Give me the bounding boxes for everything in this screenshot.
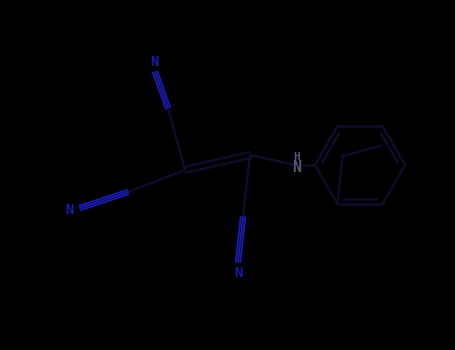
Text: N: N bbox=[150, 55, 158, 69]
Text: H: H bbox=[293, 152, 300, 162]
Text: N: N bbox=[234, 266, 242, 280]
Text: N: N bbox=[65, 203, 73, 217]
Text: N: N bbox=[293, 161, 302, 175]
